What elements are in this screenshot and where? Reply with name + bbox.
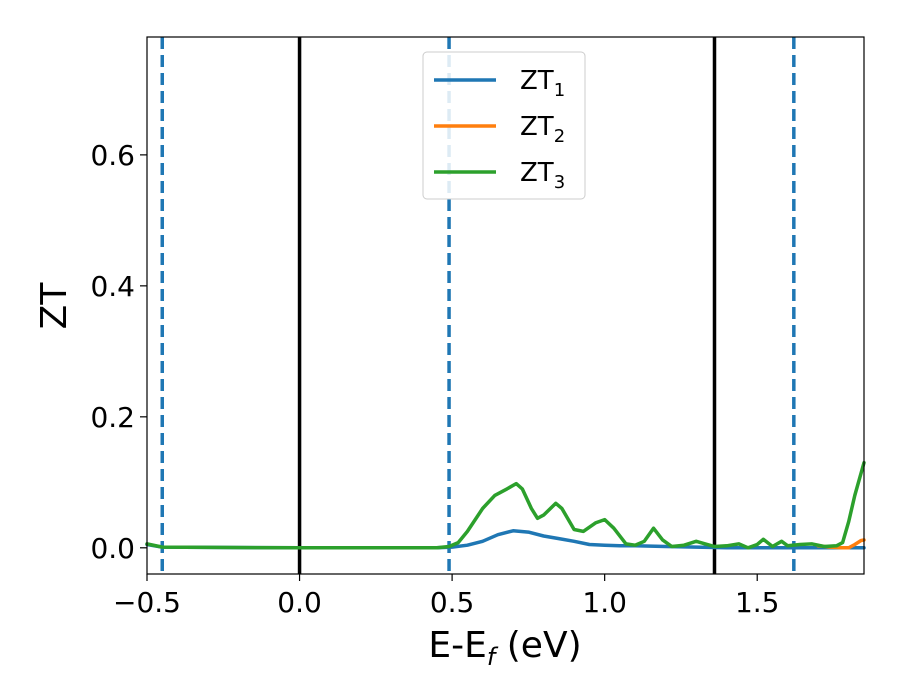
x-tick-label: 0.0: [277, 586, 322, 619]
legend: ZT1 ZT2 ZT3: [422, 51, 586, 200]
series-layer: [145, 460, 866, 550]
x-tick-label: 0.5: [430, 586, 475, 619]
y-tick-label: 0.6: [90, 139, 135, 172]
legend-box: [422, 51, 586, 200]
x-tick-label: 1.0: [582, 586, 627, 619]
plot-frame: [146, 36, 865, 575]
x-tick-label: −0.5: [113, 586, 181, 619]
x-axis: −0.5 0.0 0.5 1.0 1.5: [113, 574, 779, 619]
legend-label-zt3: ZT3: [520, 158, 565, 193]
y-axis: 0.0 0.2 0.4 0.6: [90, 139, 147, 565]
y-tick-label: 0.0: [90, 532, 135, 565]
x-axis-title: E-Ef (eV): [428, 625, 581, 671]
x-tick-label: 1.5: [735, 586, 780, 619]
y-tick-label: 0.2: [90, 401, 135, 434]
y-axis-title: ZT: [34, 282, 75, 330]
vertical-lines: [160, 37, 796, 574]
legend-label-zt2: ZT2: [520, 112, 565, 147]
y-tick-label: 0.4: [90, 270, 135, 303]
legend-label-zt1: ZT1: [520, 66, 565, 101]
series-line-zt3: [145, 460, 866, 550]
